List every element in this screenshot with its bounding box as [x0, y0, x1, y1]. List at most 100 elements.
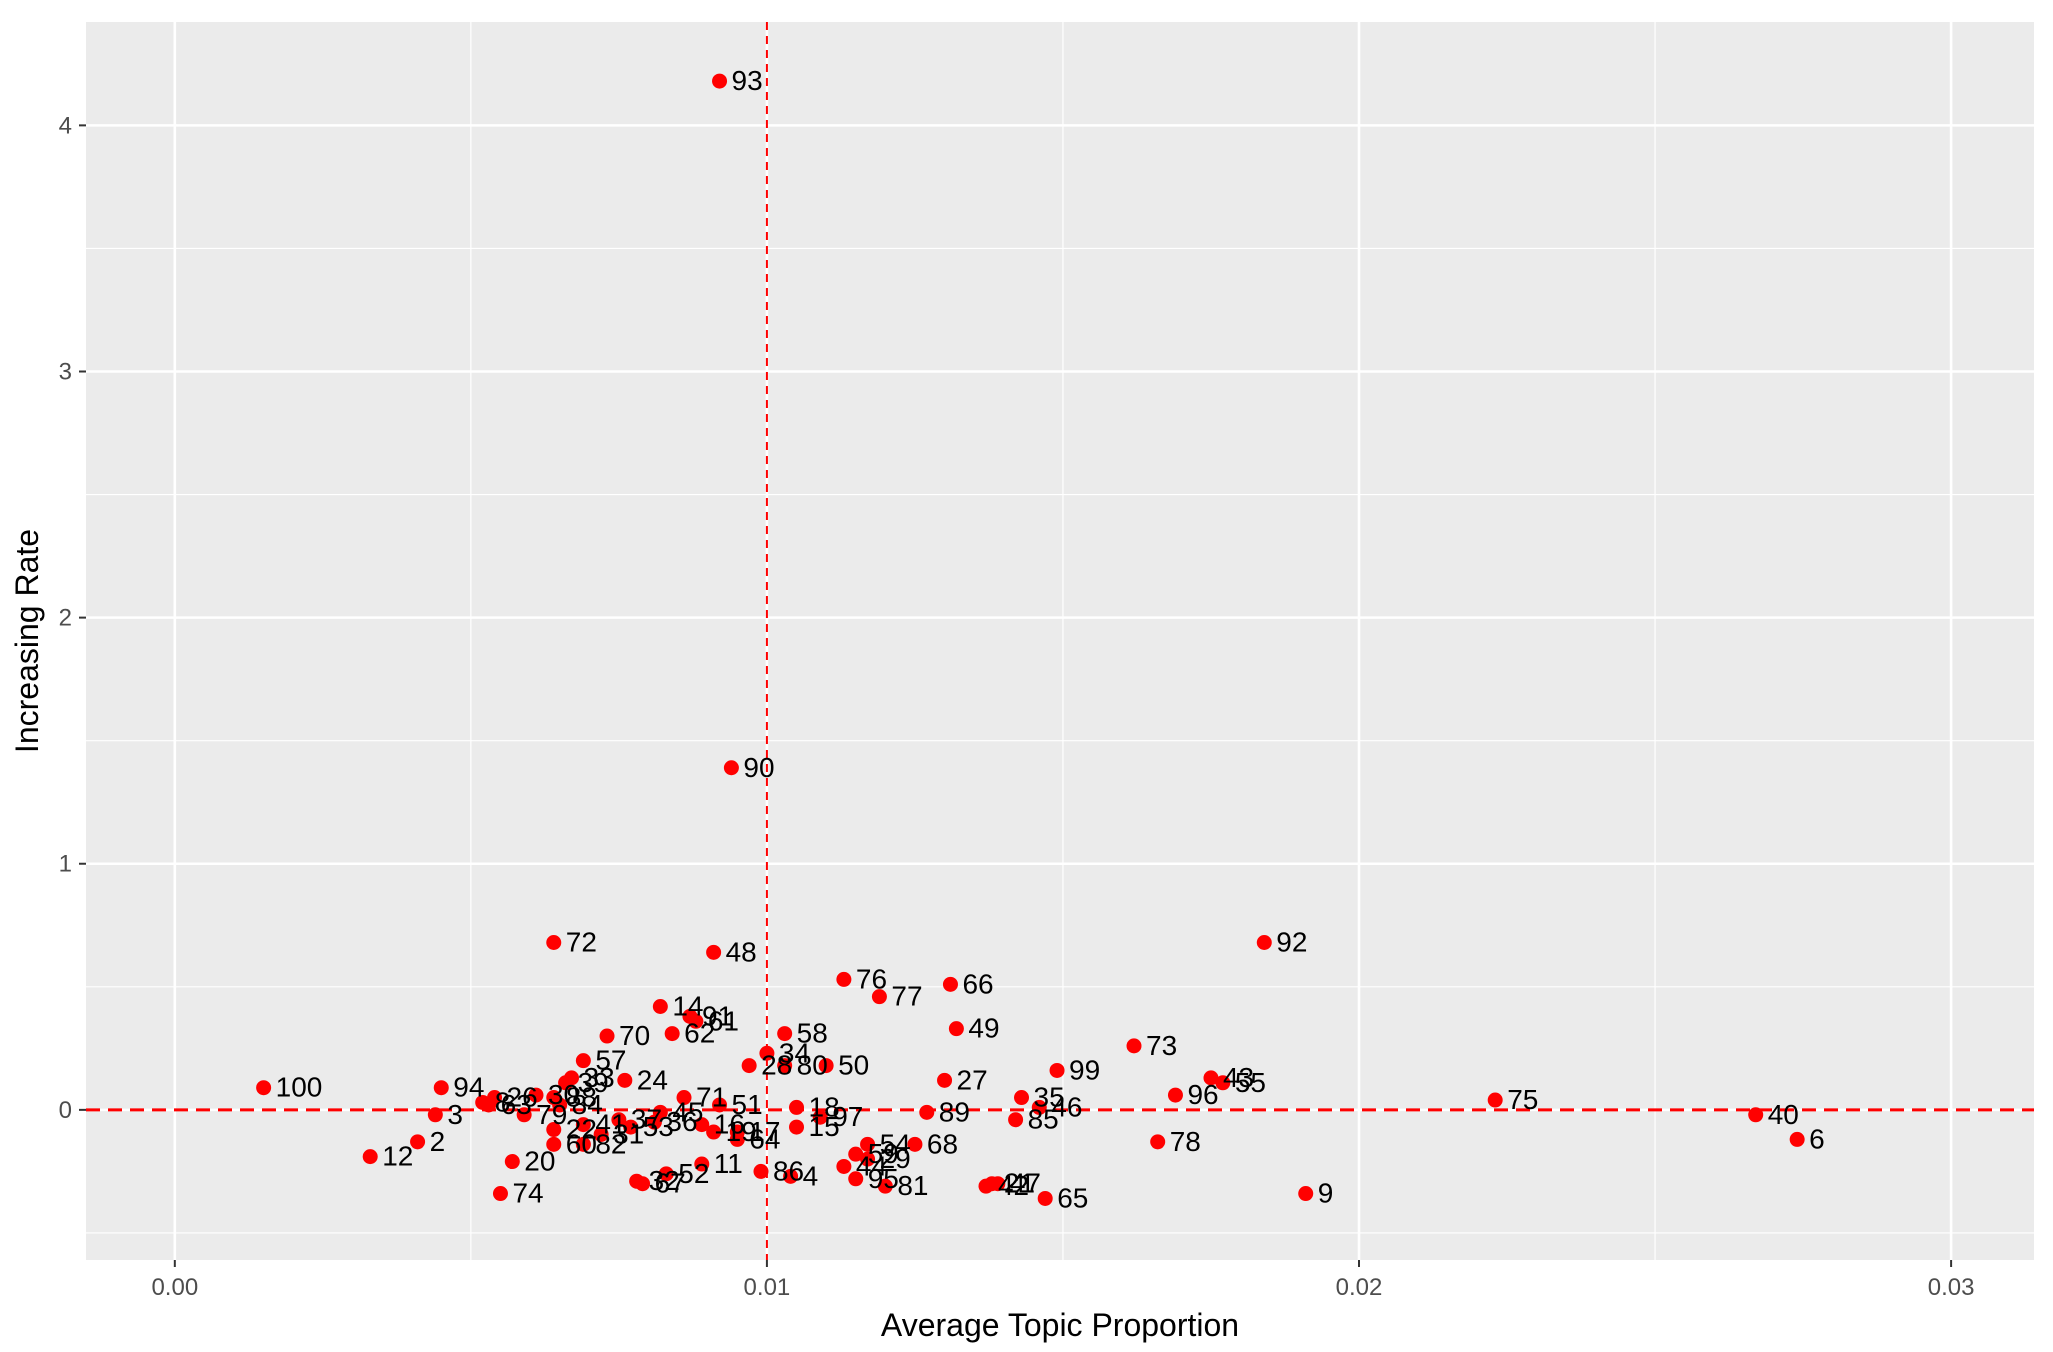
reference-lines — [86, 22, 2034, 1260]
data-point — [712, 73, 728, 89]
data-point — [1256, 935, 1272, 951]
point-label: 12 — [382, 1141, 413, 1172]
point-label: 74 — [512, 1178, 543, 1209]
x-axis-ticks: 0.00 0.01 0.02 0.03 — [151, 1260, 1974, 1301]
data-point — [1298, 1186, 1314, 1202]
point-label: 76 — [856, 963, 887, 994]
data-point — [848, 1146, 864, 1162]
data-point — [694, 1117, 710, 1133]
data-point — [599, 1028, 615, 1044]
data-point — [504, 1154, 520, 1170]
data-point — [783, 1168, 799, 1184]
data-point — [1049, 1062, 1065, 1078]
point-label: 92 — [1276, 927, 1307, 958]
point-label: 35 — [1034, 1082, 1065, 1113]
data-point — [635, 1176, 651, 1192]
data-point — [729, 1131, 745, 1147]
point-label: 53 — [643, 1111, 674, 1142]
point-label: 8 — [495, 1086, 511, 1117]
data-point — [990, 1176, 1006, 1192]
point-label: 30 — [548, 1079, 579, 1110]
point-label: 34 — [779, 1037, 810, 1068]
point-label: 24 — [637, 1064, 668, 1095]
point-label: 26 — [507, 1082, 538, 1113]
data-point — [433, 1080, 449, 1096]
point-label: 3 — [447, 1099, 463, 1130]
point-label: 63 — [501, 1089, 532, 1120]
data-point — [836, 971, 852, 987]
data-point — [860, 1151, 876, 1167]
point-label: 9 — [1318, 1178, 1334, 1209]
plot-panel — [86, 22, 2034, 1260]
data-point — [836, 1158, 852, 1174]
data-point — [1203, 1070, 1219, 1086]
data-point — [777, 1058, 793, 1074]
data-point — [789, 1119, 805, 1135]
data-point — [1487, 1092, 1503, 1108]
point-label: 96 — [1187, 1079, 1218, 1110]
data-point — [558, 1075, 574, 1091]
data-points — [256, 73, 1805, 1206]
point-label: 62 — [684, 1018, 715, 1049]
data-point — [1126, 1038, 1142, 1054]
point-label: 61 — [708, 1005, 739, 1036]
data-point — [812, 1109, 828, 1125]
point-label: 66 — [962, 968, 993, 999]
data-point — [937, 1072, 953, 1088]
y-tick-label: 2 — [59, 605, 72, 632]
data-point — [753, 1163, 769, 1179]
data-point — [777, 1026, 793, 1042]
point-label: 70 — [619, 1020, 650, 1051]
point-label: 6 — [1809, 1123, 1825, 1154]
data-point — [877, 1178, 893, 1194]
data-point — [362, 1149, 378, 1165]
data-point — [694, 1156, 710, 1172]
point-label: 86 — [773, 1155, 804, 1186]
data-point — [546, 1122, 562, 1138]
data-point — [552, 1097, 568, 1113]
point-label: 32 — [649, 1165, 680, 1196]
point-label: 39 — [578, 1067, 609, 1098]
point-label: 14 — [672, 990, 703, 1021]
data-point — [919, 1104, 935, 1120]
point-label: 18 — [809, 1091, 840, 1122]
point-label: 71 — [696, 1082, 727, 1113]
point-label: 2 — [430, 1126, 446, 1157]
point-label: 51 — [732, 1089, 763, 1120]
data-point — [848, 1171, 864, 1187]
data-point — [617, 1072, 633, 1088]
data-point — [948, 1021, 964, 1037]
data-point — [623, 1119, 639, 1135]
data-point — [256, 1080, 272, 1096]
point-label: 91 — [702, 1000, 733, 1031]
data-point — [646, 1114, 662, 1130]
data-point — [860, 1136, 876, 1152]
data-point — [546, 1136, 562, 1152]
x-tick-label: 0.00 — [151, 1274, 198, 1301]
point-label: 33 — [584, 1062, 615, 1093]
point-label: 19 — [726, 1116, 757, 1147]
point-label: 65 — [1057, 1182, 1088, 1213]
point-label: 36 — [666, 1106, 697, 1137]
point-label: 47 — [1010, 1168, 1041, 1199]
data-point — [978, 1178, 994, 1194]
point-label: 40 — [1768, 1099, 1799, 1130]
point-label: 82 — [595, 1128, 626, 1159]
point-label: 93 — [732, 65, 763, 96]
point-label: 58 — [797, 1018, 828, 1049]
point-label: 20 — [524, 1146, 555, 1177]
point-label: 97 — [832, 1101, 863, 1132]
point-label: 49 — [968, 1013, 999, 1044]
data-point — [516, 1107, 532, 1123]
point-label: 31 — [613, 1118, 644, 1149]
point-label: 57 — [595, 1045, 626, 1076]
point-label: 88 — [566, 1082, 597, 1113]
data-point — [1031, 1099, 1047, 1115]
point-label: 46 — [1051, 1091, 1082, 1122]
x-tick-label: 0.01 — [744, 1274, 791, 1301]
point-label: 72 — [566, 927, 597, 958]
point-label: 4 — [803, 1160, 819, 1191]
point-label: 45 — [672, 1096, 703, 1127]
